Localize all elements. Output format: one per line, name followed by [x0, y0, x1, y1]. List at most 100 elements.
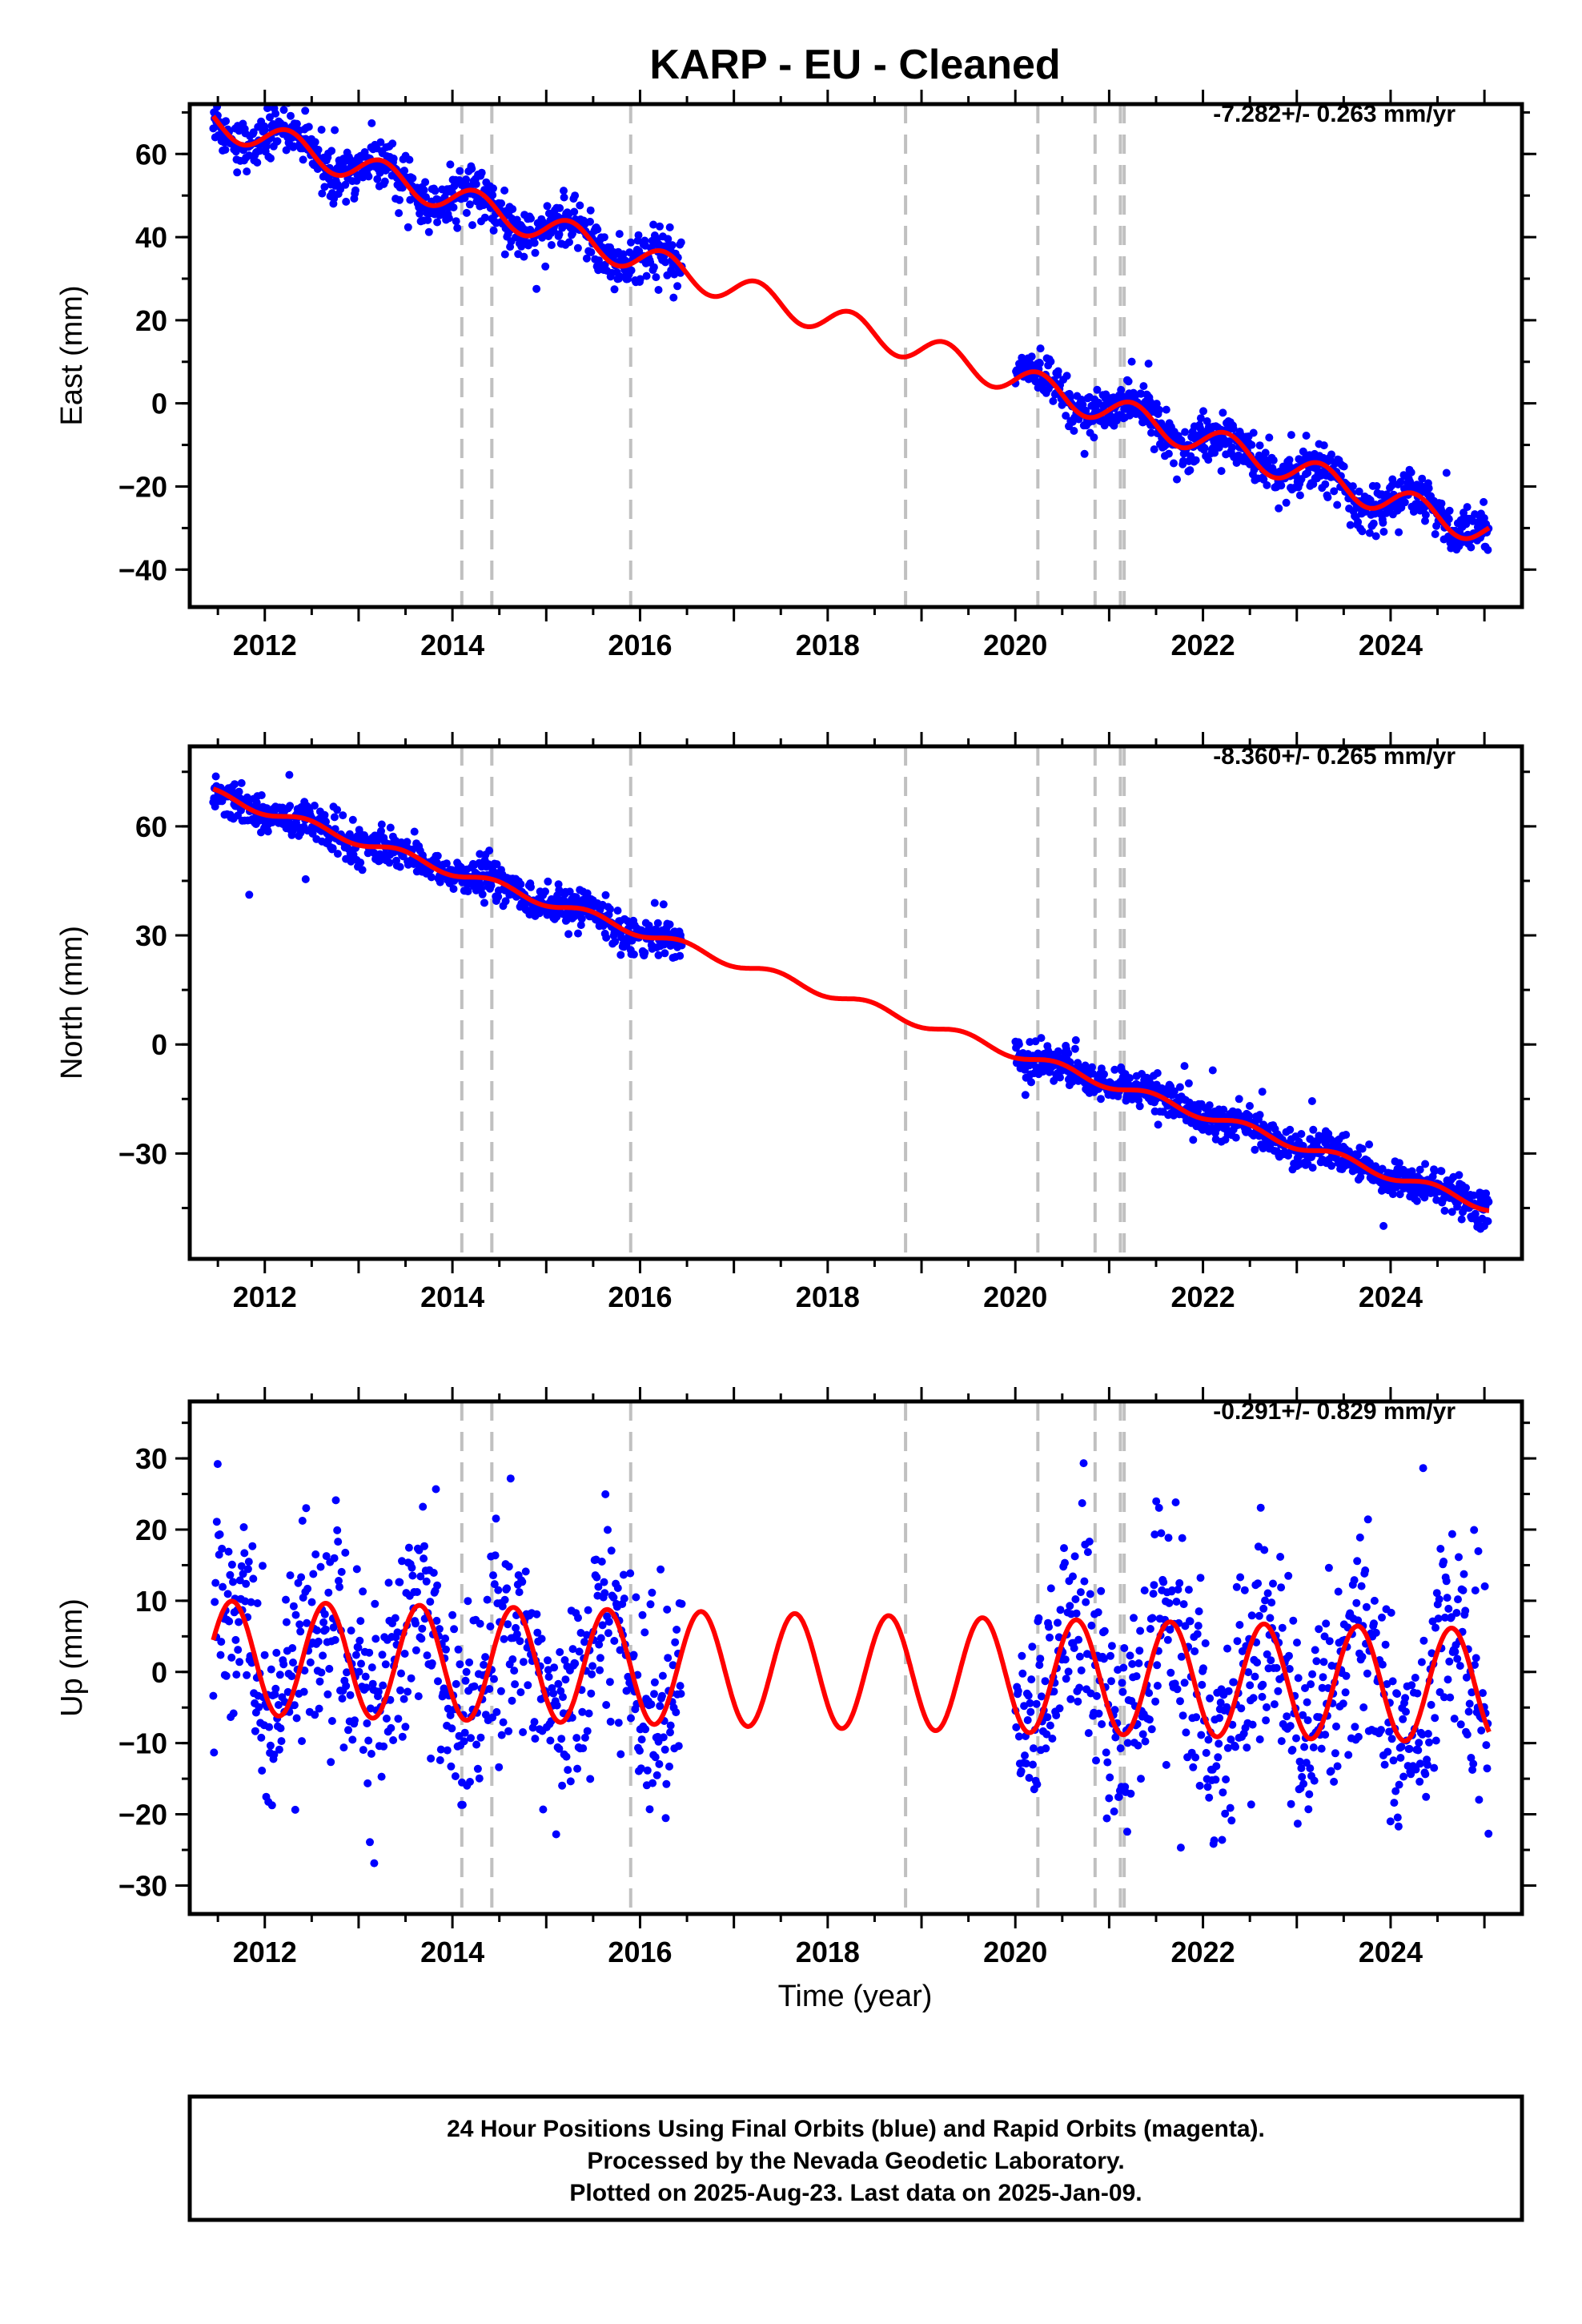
data-point [656, 1565, 665, 1574]
data-point [1295, 491, 1304, 500]
data-point [442, 1645, 450, 1654]
data-point [1126, 1789, 1135, 1798]
data-point [428, 1659, 436, 1667]
data-point [1370, 1596, 1379, 1605]
data-point [255, 1703, 263, 1711]
data-point [270, 1751, 279, 1759]
data-point [304, 123, 313, 131]
data-point [1446, 1693, 1455, 1702]
data-point [1463, 503, 1472, 512]
data-point [1359, 1703, 1368, 1711]
data-point [1418, 1730, 1427, 1739]
data-point [1370, 1619, 1378, 1628]
data-point [516, 1688, 525, 1697]
data-point [364, 1736, 373, 1745]
data-point [634, 231, 643, 239]
data-point [1134, 1659, 1143, 1667]
data-point [231, 780, 239, 789]
data-point [1176, 1844, 1185, 1852]
data-point [1247, 1800, 1255, 1809]
x-tick-label: 2024 [1359, 629, 1423, 661]
data-point [342, 1682, 351, 1691]
data-point [1379, 528, 1388, 536]
data-point [669, 293, 678, 302]
data-point [267, 1801, 276, 1810]
data-point [396, 862, 404, 871]
data-point [648, 1779, 657, 1787]
data-point [1199, 1664, 1207, 1673]
x-tick-label: 2014 [420, 1936, 484, 1968]
data-point [580, 1638, 588, 1647]
data-point [1284, 1571, 1293, 1580]
data-point [516, 880, 525, 889]
data-point [260, 1651, 269, 1659]
data-point [1046, 1633, 1054, 1642]
data-point [1263, 1650, 1271, 1659]
data-point [576, 201, 584, 210]
data-point [1259, 1604, 1268, 1613]
data-point [322, 818, 330, 826]
data-point [620, 1594, 628, 1603]
data-point [1267, 1598, 1276, 1607]
data-point [424, 227, 433, 236]
data-point [1462, 1184, 1470, 1192]
data-point [573, 243, 582, 252]
data-point [1145, 1715, 1154, 1724]
data-point [1117, 385, 1126, 394]
data-point [303, 1584, 312, 1593]
data-point [1027, 352, 1036, 361]
data-point [1105, 1794, 1114, 1803]
data-point [1327, 1161, 1336, 1170]
data-point [212, 1518, 221, 1526]
data-point [1027, 1078, 1035, 1087]
data-point [1307, 1680, 1315, 1689]
data-point [427, 1754, 436, 1763]
data-point [1021, 1751, 1029, 1760]
data-point [1078, 1499, 1086, 1507]
data-point [1307, 1097, 1316, 1105]
data-point [431, 187, 440, 195]
data-point [1285, 456, 1294, 464]
data-point [656, 1702, 665, 1711]
data-point [1215, 443, 1223, 452]
data-point [1076, 1588, 1085, 1597]
data-point [311, 1550, 320, 1558]
data-point [245, 151, 254, 160]
data-point [271, 109, 280, 118]
data-point [1224, 1687, 1233, 1695]
data-point [413, 1588, 421, 1596]
data-point [234, 1646, 243, 1655]
data-point [1452, 1609, 1461, 1617]
data-point [273, 137, 282, 146]
data-point [485, 1685, 494, 1693]
data-point [1327, 450, 1335, 459]
data-point [311, 1711, 319, 1719]
data-point [310, 802, 319, 810]
data-point [1064, 1667, 1073, 1676]
data-point [1168, 1586, 1176, 1594]
data-point [1140, 1586, 1149, 1594]
data-point [1302, 432, 1311, 440]
data-point [331, 126, 339, 135]
data-point [1179, 456, 1187, 465]
data-point [672, 1708, 681, 1717]
data-point [1186, 1617, 1195, 1626]
data-point [1361, 1566, 1370, 1574]
data-point [447, 1762, 456, 1771]
data-point [1050, 1687, 1058, 1696]
data-point [356, 858, 365, 867]
data-point [1482, 1741, 1491, 1750]
data-point [1334, 1587, 1343, 1596]
data-point [663, 1605, 672, 1614]
data-point [1396, 1754, 1405, 1762]
x-tick-label: 2016 [608, 1936, 672, 1968]
data-point [1110, 1065, 1119, 1074]
data-point [1149, 1590, 1158, 1598]
data-point [339, 1743, 348, 1752]
data-point [1219, 1788, 1227, 1797]
data-point [215, 1530, 224, 1538]
data-point [1430, 1763, 1439, 1772]
data-point [462, 175, 471, 183]
data-point [1470, 1526, 1479, 1534]
data-point [216, 1651, 225, 1659]
